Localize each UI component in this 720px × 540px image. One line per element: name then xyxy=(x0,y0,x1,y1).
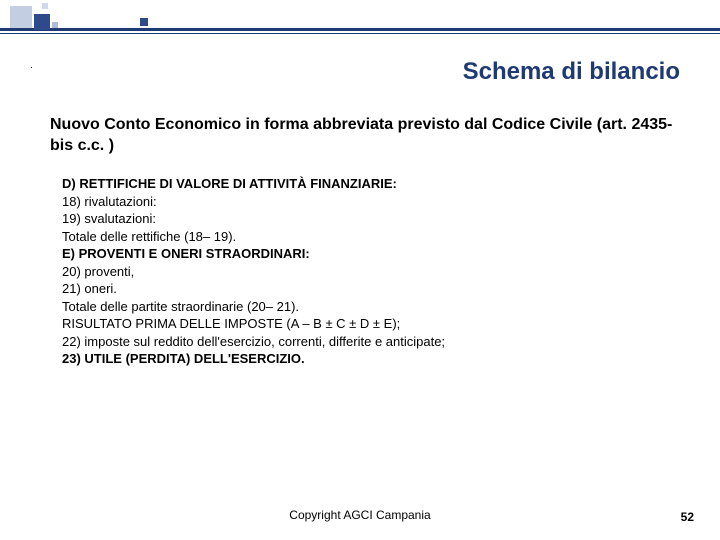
body-line: D) RETTIFICHE DI VALORE DI ATTIVITÀ FINA… xyxy=(62,175,680,193)
body-line: Totale delle rettifiche (18– 19). xyxy=(62,228,680,246)
decoration-line-thick xyxy=(0,28,720,31)
slide-subtitle: Nuovo Conto Economico in forma abbreviat… xyxy=(50,115,680,157)
body-line: 18) rivalutazioni: xyxy=(62,193,680,211)
decoration-square xyxy=(42,3,48,9)
decoration-square xyxy=(140,18,148,26)
body-line: 19) svalutazioni: xyxy=(62,210,680,228)
decoration-square xyxy=(52,22,58,28)
bullet-dot: . xyxy=(30,60,33,71)
slide-title: Schema di bilancio xyxy=(463,58,680,86)
decoration-square xyxy=(34,14,50,30)
body-line: 21) oneri. xyxy=(62,280,680,298)
body-line: Totale delle partite straordinarie (20– … xyxy=(62,298,680,316)
body-line: E) PROVENTI E ONERI STRAORDINARI: xyxy=(62,245,680,263)
body-line: 23) UTILE (PERDITA) DELL'ESERCIZIO. xyxy=(62,350,680,368)
slide-decoration-top xyxy=(0,0,720,42)
slide-footer: Copyright AGCI Campania xyxy=(0,508,720,522)
decoration-square xyxy=(10,6,32,28)
slide-body: D) RETTIFICHE DI VALORE DI ATTIVITÀ FINA… xyxy=(62,175,680,368)
body-line: 20) proventi, xyxy=(62,263,680,281)
decoration-line-thin xyxy=(0,33,720,34)
body-line: 22) imposte sul reddito dell'esercizio, … xyxy=(62,333,680,351)
body-line: RISULTATO PRIMA DELLE IMPOSTE (A – B ± C… xyxy=(62,315,680,333)
slide-page-number: 52 xyxy=(681,510,694,524)
